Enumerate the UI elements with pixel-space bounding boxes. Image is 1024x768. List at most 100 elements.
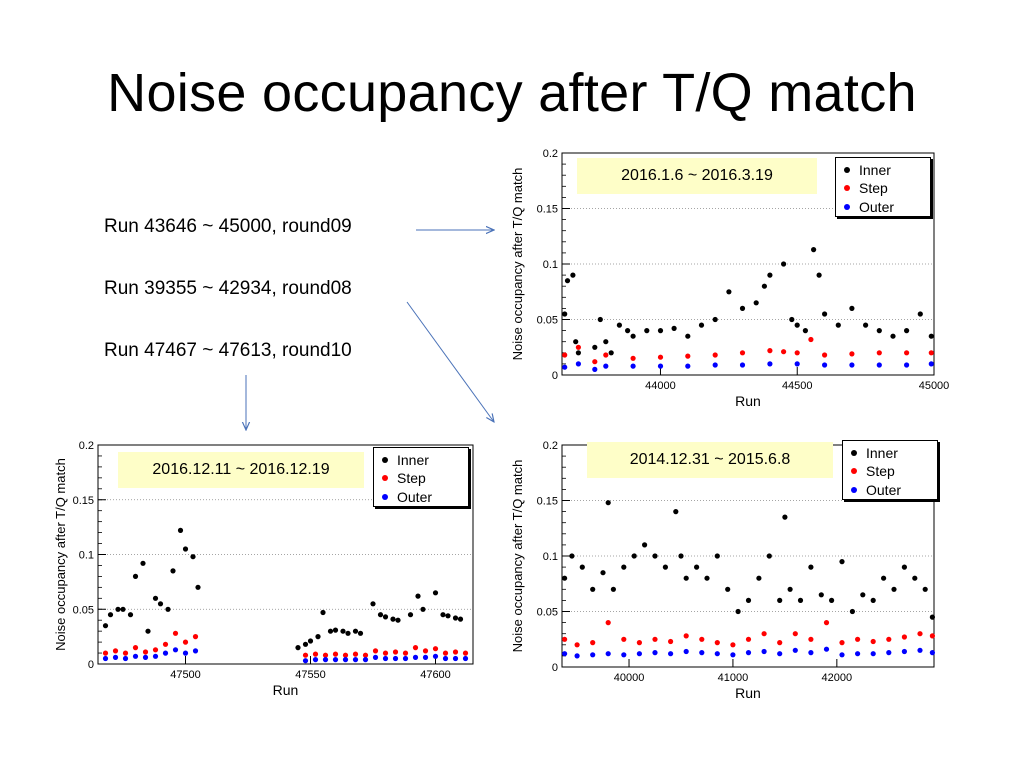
point-inner	[863, 322, 869, 328]
point-inner	[891, 586, 897, 592]
point-inner	[625, 328, 631, 334]
point-inner	[457, 616, 464, 622]
point-inner	[849, 608, 855, 615]
y-tick-label: 0.05	[537, 607, 558, 619]
point-inner	[829, 597, 835, 603]
point-step	[592, 359, 598, 365]
point-inner	[445, 613, 451, 619]
point-outer	[808, 650, 814, 656]
point-outer	[767, 361, 773, 367]
point-step	[102, 650, 109, 656]
point-step	[162, 641, 169, 647]
point-step	[904, 350, 910, 356]
point-inner	[767, 272, 773, 278]
point-step	[886, 636, 892, 642]
point-step	[122, 650, 129, 656]
point-inner	[745, 597, 752, 603]
point-step	[657, 354, 664, 360]
point-step	[462, 650, 469, 656]
legend-item-outer: Outer	[382, 488, 432, 506]
point-step	[822, 352, 828, 358]
y-tick-label: 0.15	[537, 204, 558, 216]
point-outer	[182, 650, 189, 656]
date-range-round09: 2016.1.6 ~ 2016.3.19	[577, 158, 817, 194]
point-outer	[714, 651, 720, 657]
legend-round10: Inner Step Outer	[373, 447, 469, 507]
point-inner	[673, 509, 679, 515]
point-inner	[756, 575, 762, 581]
point-step	[876, 350, 882, 356]
point-step	[901, 634, 907, 640]
x-tick-label: 44000	[645, 380, 676, 392]
legend-item-outer: Outer	[851, 481, 901, 499]
legend-item-inner: Inner	[851, 444, 898, 462]
point-inner	[407, 612, 414, 618]
legend-dot-inner	[851, 450, 857, 457]
date-range-round08: 2014.12.31 ~ 2015.6.8	[587, 442, 833, 478]
point-outer	[699, 650, 705, 656]
point-step	[808, 636, 814, 642]
point-inner	[704, 575, 710, 581]
legend-dot-step	[382, 475, 388, 482]
point-inner	[345, 630, 351, 636]
point-outer	[839, 652, 845, 658]
point-outer	[112, 654, 119, 660]
point-outer	[122, 655, 129, 662]
point-step	[575, 344, 581, 350]
point-outer	[657, 363, 664, 369]
chart-round08-plot: 0 0.05 0.1 0.15 0.2 40000 41000 42000 Run Noise o…	[510, 440, 935, 701]
point-outer	[590, 652, 596, 658]
point-step	[112, 648, 119, 654]
point-inner	[726, 289, 732, 295]
point-inner	[395, 617, 401, 623]
point-step	[683, 633, 689, 639]
y-tick-label: 0.2	[543, 148, 558, 160]
x-tick-label: 47500	[170, 669, 201, 681]
point-outer	[822, 362, 828, 368]
point-inner	[616, 322, 622, 328]
point-outer	[102, 655, 109, 662]
legend-dot-step	[851, 468, 857, 475]
point-inner	[340, 628, 346, 634]
y-tick-label: 0	[552, 662, 558, 674]
y-tick-label: 0.1	[543, 259, 558, 271]
y-tick-label: 0.05	[73, 604, 94, 616]
point-inner	[145, 628, 151, 634]
point-inner	[822, 311, 828, 317]
point-step	[699, 636, 705, 642]
point-step	[777, 640, 783, 646]
point-inner	[315, 634, 321, 640]
point-step	[132, 645, 139, 651]
point-outer	[302, 658, 309, 664]
point-inner	[302, 641, 309, 647]
run-label-round09: Run 43646 ~ 45000, round09	[104, 216, 352, 237]
point-inner	[739, 305, 746, 311]
point-inner	[170, 568, 176, 574]
point-step	[392, 649, 399, 655]
point-step	[352, 651, 359, 657]
point-step	[917, 631, 923, 637]
point-step	[332, 651, 339, 657]
point-inner	[320, 609, 326, 616]
point-step	[312, 651, 319, 657]
point-step	[605, 620, 611, 626]
point-outer	[422, 654, 429, 660]
y-tick-label: 0.05	[537, 315, 558, 327]
x-tick-label: 44500	[782, 380, 813, 392]
point-inner	[929, 614, 935, 620]
point-step	[714, 640, 720, 646]
point-step	[712, 352, 718, 358]
point-outer	[162, 650, 169, 656]
point-step	[342, 652, 349, 658]
point-inner	[870, 597, 876, 603]
point-inner	[835, 322, 841, 328]
point-inner	[816, 272, 822, 278]
y-tick-label: 0.1	[79, 550, 94, 562]
point-inner	[777, 597, 783, 603]
point-step	[928, 350, 934, 356]
point-step	[929, 633, 935, 639]
point-inner	[579, 564, 585, 570]
point-outer	[592, 366, 598, 372]
point-inner	[127, 612, 134, 618]
point-outer	[904, 362, 910, 368]
